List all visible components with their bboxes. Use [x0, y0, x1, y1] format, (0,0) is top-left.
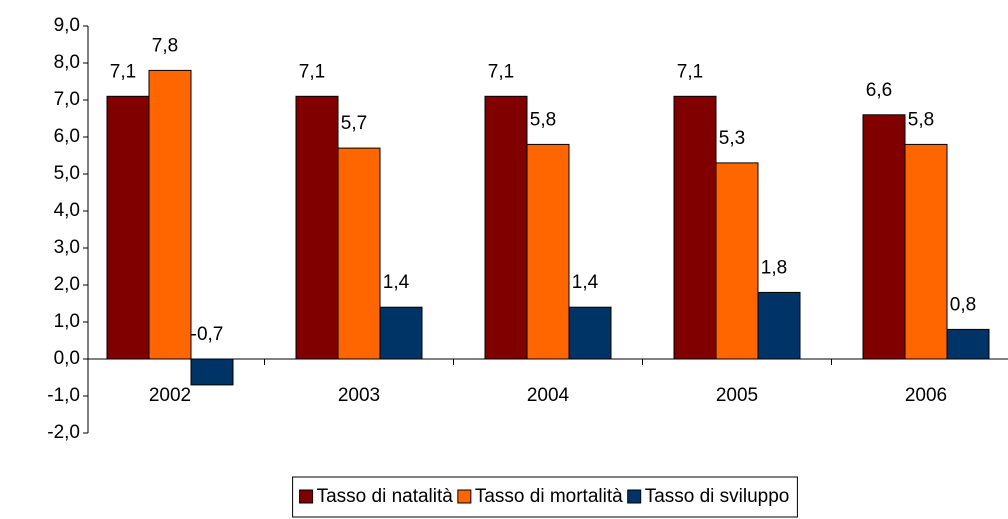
legend-box: [292, 476, 798, 518]
y-tick-label: -1,0: [47, 385, 80, 406]
data-label: 7,1: [110, 61, 136, 82]
y-tick-label: 8,0: [54, 52, 80, 73]
bar: [295, 95, 339, 360]
data-label: 0,8: [950, 294, 976, 315]
data-label: -0,7: [191, 324, 224, 345]
data-label: 7,1: [299, 61, 325, 82]
x-tick-label: 2005: [716, 385, 758, 406]
data-label: 5,3: [719, 128, 745, 149]
legend-label: Tasso di sviluppo: [645, 486, 790, 507]
bar: [568, 306, 612, 360]
y-tick-label: 7,0: [54, 89, 80, 110]
bar: [484, 95, 528, 360]
y-tick-label: 3,0: [54, 237, 80, 258]
data-label: 7,8: [152, 35, 178, 56]
bar: [106, 95, 150, 360]
bar: [715, 162, 759, 360]
y-tick-label: 0,0: [54, 348, 80, 369]
data-label: 1,4: [383, 272, 410, 293]
y-tick-label: -2,0: [47, 422, 80, 443]
y-tick-label: 9,0: [54, 15, 80, 36]
bar: [190, 358, 234, 386]
data-label: 1,8: [761, 257, 787, 278]
bar: [526, 143, 570, 360]
x-tick-label: 2002: [149, 385, 191, 406]
data-label: 6,6: [866, 80, 892, 101]
bar: [904, 143, 948, 360]
data-label: 5,7: [341, 113, 367, 134]
legend-swatch: [627, 489, 642, 504]
legend-swatch: [299, 489, 314, 504]
x-tick-label: 2004: [527, 385, 570, 406]
data-label: 5,8: [530, 109, 556, 130]
bar: [148, 69, 192, 360]
data-label: 1,4: [572, 272, 599, 293]
y-tick-label: 5,0: [54, 163, 80, 184]
data-label: 7,1: [677, 61, 703, 82]
bar: [379, 306, 423, 360]
bar: [757, 291, 801, 360]
legend-swatch: [457, 489, 472, 504]
bar: [862, 114, 906, 360]
data-label: 5,8: [908, 109, 934, 130]
y-tick-label: 1,0: [54, 311, 80, 332]
bar: [946, 328, 990, 360]
data-label: 7,1: [488, 61, 514, 82]
y-tick-label: 2,0: [54, 274, 80, 295]
bar: [673, 95, 717, 360]
bar: [337, 147, 381, 360]
x-tick-label: 2003: [338, 385, 380, 406]
y-tick-label: 4,0: [54, 200, 80, 221]
legend-label: Tasso di natalità: [317, 486, 454, 507]
x-tick-label: 2006: [905, 385, 947, 406]
legend-label: Tasso di mortalità: [475, 486, 623, 507]
y-tick-label: 6,0: [54, 126, 80, 147]
